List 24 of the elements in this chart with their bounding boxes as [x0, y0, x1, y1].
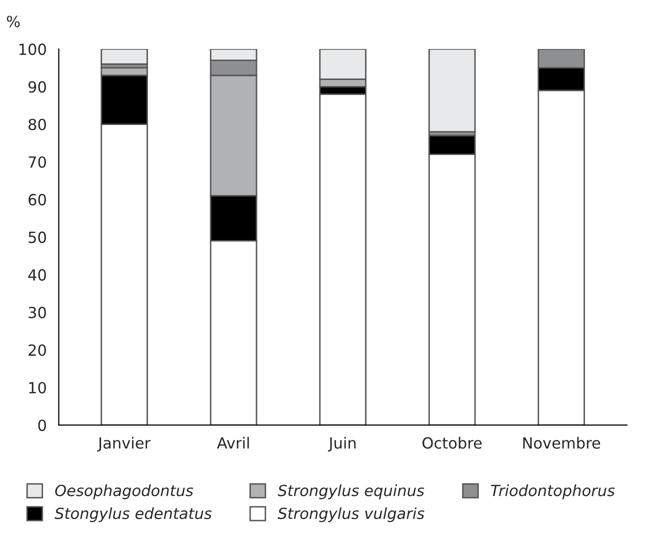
legend-label: Strongylus equinus: [278, 484, 424, 500]
bar: [428, 49, 476, 132]
x-tick-label: Octobre: [422, 436, 482, 449]
y-tick-label: 40: [28, 269, 46, 281]
x-tick-label: Juin: [328, 436, 356, 452]
legend-label: Triodontophorus: [490, 484, 615, 500]
legend-label: Oesophagodontus: [55, 484, 194, 500]
y-tick-label: 0: [38, 420, 46, 432]
y-tick-label: 50: [28, 232, 46, 244]
bar: [100, 49, 148, 65]
y-tick-label: 100: [19, 44, 46, 56]
y-tick-label: 20: [28, 344, 46, 356]
y-tick-label: 70: [28, 156, 46, 168]
y-tick-label: 30: [28, 306, 46, 318]
x-tick-label: Avril: [217, 436, 249, 449]
y-tick-label: 90: [28, 81, 46, 93]
x-tick-label: Janvier: [97, 436, 151, 452]
y-tick-label: 80: [28, 118, 46, 130]
x-tick-label: Novembre: [523, 436, 600, 449]
legend-label: Stongylus edentatus: [54, 507, 212, 522]
y-tick-label: 10: [29, 382, 46, 394]
legend-label: Strongylus vulgaris: [278, 507, 424, 522]
y-tick-label: 60: [28, 194, 46, 206]
y-axis-title: %: [6, 16, 20, 28]
